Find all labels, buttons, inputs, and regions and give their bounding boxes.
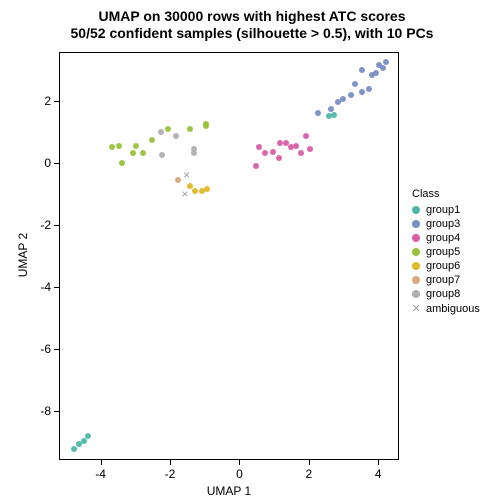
x-tick-label: 2 (305, 467, 312, 481)
scatter-marker (315, 110, 321, 116)
scatter-marker (383, 59, 389, 65)
scatter-marker (262, 150, 268, 156)
scatter-marker (71, 446, 77, 452)
scatter-marker (140, 150, 146, 156)
y-tick-label: 0 (31, 156, 51, 170)
legend-item: group3 (412, 218, 480, 230)
scatter-marker (203, 123, 209, 129)
scatter-marker (328, 106, 334, 112)
y-tick (54, 101, 59, 102)
scatter-marker (109, 144, 115, 150)
scatter-marker (373, 70, 379, 76)
y-tick (54, 411, 59, 412)
legend-item: group7 (412, 274, 480, 286)
y-tick-label: -6 (31, 342, 51, 356)
scatter-marker (116, 143, 122, 149)
plot-area: ×× (59, 52, 399, 460)
scatter-marker (119, 160, 125, 166)
legend-item: group5 (412, 246, 480, 258)
x-tick (239, 460, 240, 465)
legend: Class group1 group3 group4 group5 group6 grou… (412, 188, 480, 318)
scatter-marker (256, 144, 262, 150)
x-axis-label: UMAP 1 (59, 484, 399, 498)
x-tick (378, 460, 379, 465)
scatter-marker (159, 152, 165, 158)
y-tick-label: -4 (31, 280, 51, 294)
legend-item: group6 (412, 260, 480, 272)
x-tick (309, 460, 310, 465)
scatter-marker (298, 150, 304, 156)
x-tick-label: 0 (236, 467, 243, 481)
legend-item: group1 (412, 204, 480, 216)
scatter-marker (130, 150, 136, 156)
scatter-marker (187, 126, 193, 132)
y-tick (54, 349, 59, 350)
y-tick (54, 163, 59, 164)
scatter-marker (149, 137, 155, 143)
y-tick-label: 2 (31, 94, 51, 108)
y-tick-label: -2 (31, 218, 51, 232)
scatter-marker (293, 143, 299, 149)
legend-dot-icon (412, 248, 420, 256)
legend-label: group8 (426, 288, 460, 300)
scatter-marker (158, 129, 164, 135)
scatter-marker (192, 188, 198, 194)
scatter-marker (366, 86, 372, 92)
umap-figure: UMAP on 30000 rows with highest ATC scor… (0, 0, 504, 504)
scatter-marker (85, 433, 91, 439)
legend-label: group7 (426, 274, 460, 286)
legend-title: Class (412, 188, 480, 200)
scatter-marker (175, 177, 181, 183)
chart-title-line2: 50/52 confident samples (silhouette > 0.… (0, 25, 504, 42)
scatter-marker (380, 65, 386, 71)
scatter-marker (307, 146, 313, 152)
scatter-marker-cross: × (183, 169, 190, 181)
scatter-marker (133, 143, 139, 149)
legend-dot-icon (412, 206, 420, 214)
y-tick-label: -8 (31, 404, 51, 418)
scatter-marker (276, 155, 282, 161)
scatter-marker (165, 126, 171, 132)
scatter-marker (173, 133, 179, 139)
scatter-marker (340, 96, 346, 102)
x-tick (101, 460, 102, 465)
legend-dot-icon (412, 290, 420, 298)
scatter-marker (191, 150, 197, 156)
legend-label: group5 (426, 246, 460, 258)
y-tick (54, 287, 59, 288)
legend-dot-icon (412, 234, 420, 242)
legend-label: group6 (426, 260, 460, 272)
x-tick-label: 4 (375, 467, 382, 481)
legend-label: group4 (426, 232, 460, 244)
x-tick (170, 460, 171, 465)
scatter-marker (359, 67, 365, 73)
legend-label: ambiguous (426, 303, 480, 315)
x-tick-label: -2 (165, 467, 176, 481)
scatter-marker (359, 89, 365, 95)
legend-label: group3 (426, 218, 460, 230)
legend-item: group8 (412, 288, 480, 300)
legend-label: group1 (426, 204, 460, 216)
y-tick (54, 225, 59, 226)
scatter-marker (331, 112, 337, 118)
scatter-marker (352, 81, 358, 87)
legend-dot-icon (412, 262, 420, 270)
scatter-marker (348, 92, 354, 98)
legend-dot-icon (412, 276, 420, 284)
legend-item: × ambiguous (412, 302, 480, 316)
legend-item: group4 (412, 232, 480, 244)
scatter-marker (303, 133, 309, 139)
scatter-marker-cross: × (181, 188, 188, 200)
scatter-marker (204, 186, 210, 192)
scatter-marker (270, 149, 276, 155)
scatter-marker (253, 163, 259, 169)
chart-title: UMAP on 30000 rows with highest ATC scor… (0, 8, 504, 42)
legend-dot-icon (412, 220, 420, 228)
y-axis-label: UMAP 2 (16, 51, 30, 459)
x-tick-label: -4 (95, 467, 106, 481)
legend-cross-icon: × (412, 302, 420, 316)
chart-title-line1: UMAP on 30000 rows with highest ATC scor… (0, 8, 504, 25)
